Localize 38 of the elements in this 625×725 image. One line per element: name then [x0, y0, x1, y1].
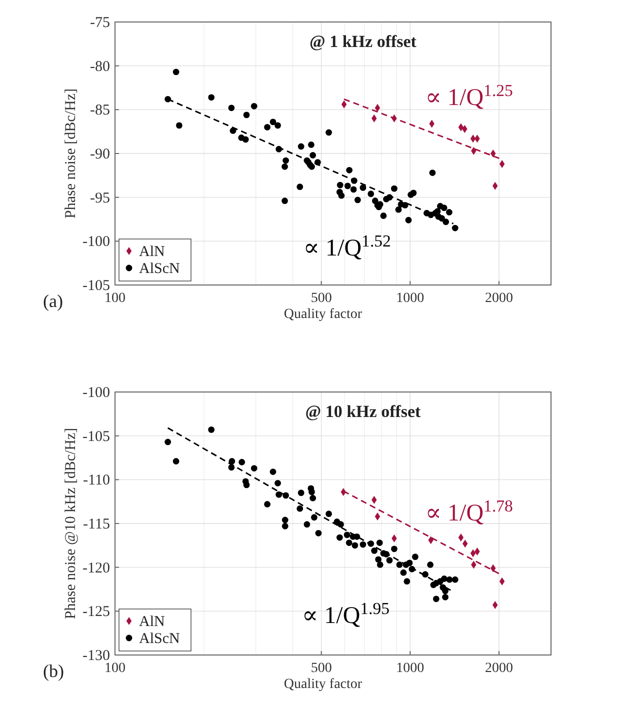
legend-label: AlN: [139, 614, 165, 630]
x-tick-label: 500: [310, 291, 332, 306]
y-tick-label: -110: [83, 472, 110, 489]
y-tick-label: -85: [90, 102, 110, 119]
annotation: ∝ 1/Q$^{1.95}$: [302, 598, 390, 630]
text: @ 10 kHz offset: [305, 402, 422, 421]
x-tick-label: 1000: [396, 661, 424, 676]
x-tick-label: 2000: [485, 661, 514, 676]
annotation: ∝ 1/Q$^{1.52}$: [303, 231, 391, 262]
y-axis-title: Phase noise @10 kHz [dBc/Hz]: [63, 428, 79, 620]
text: @ 1 kHz offset: [310, 32, 417, 51]
legend-label: AlScN: [139, 631, 180, 647]
y-tick-label: -100: [82, 385, 110, 401]
x-tick-label: 100: [104, 661, 126, 676]
y-tick-label: -130: [82, 648, 110, 664]
annotation: ∝ 1/Q$^{1.25}$: [425, 80, 513, 111]
y-tick-label: -75: [90, 15, 110, 31]
annotation: ∝ 1/Q$^{1.78}$: [425, 496, 513, 526]
y-axis-title: Phase noise [dBc/Hz]: [63, 88, 79, 218]
y-tick-label: -125: [82, 604, 110, 620]
text: (a): [43, 291, 63, 311]
text: (b): [43, 661, 64, 681]
y-tick-label: -115: [83, 516, 110, 532]
legend-label: AlScN: [139, 261, 180, 277]
legend-label: AlN: [139, 244, 165, 260]
y-tick-label: -90: [90, 146, 110, 162]
y-tick-label: -120: [82, 560, 110, 576]
x-tick-label: 2000: [485, 291, 514, 306]
x-tick-label: 500: [310, 661, 332, 676]
x-tick-label: 1000: [396, 291, 424, 306]
y-tick-label: -100: [82, 234, 110, 250]
x-axis-title: Quality factor: [284, 677, 362, 692]
x-axis-title: Quality factor: [284, 307, 362, 322]
y-tick-label: -105: [82, 278, 110, 294]
y-tick-label: -105: [82, 428, 110, 445]
y-tick-label: -95: [90, 190, 110, 206]
x-tick-label: 100: [104, 291, 126, 306]
y-tick-label: -80: [90, 58, 110, 75]
